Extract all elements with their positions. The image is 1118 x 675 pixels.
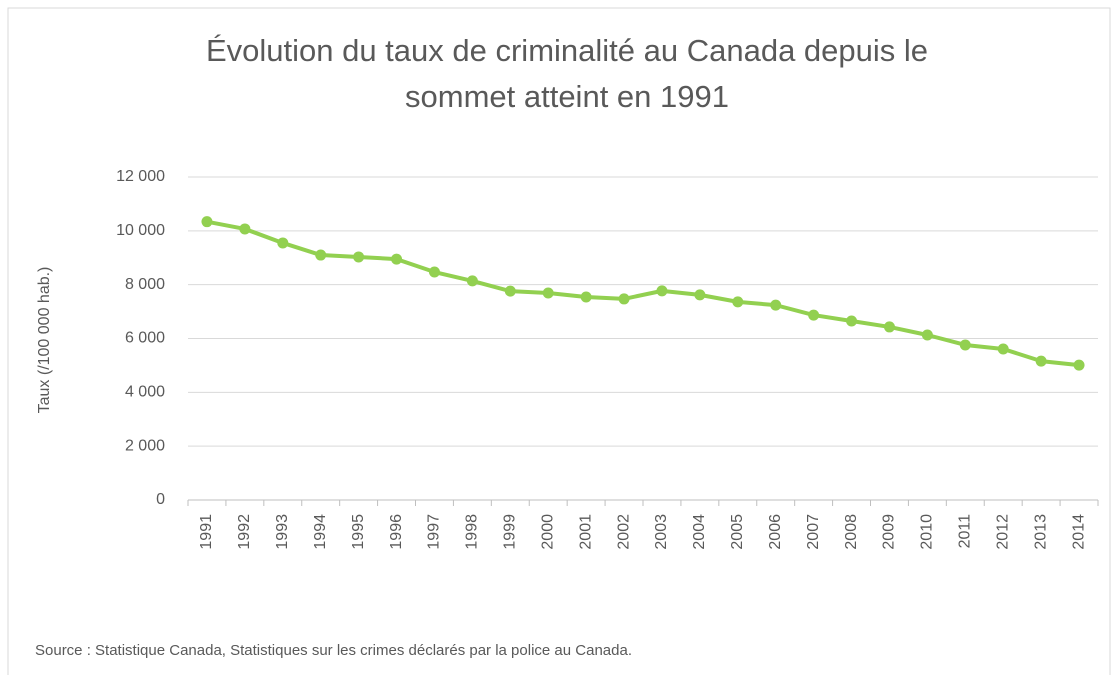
x-tick-label: 2006 (767, 514, 784, 550)
x-tick-label: 1993 (274, 514, 291, 550)
x-tick-label: 2008 (843, 514, 860, 550)
x-tick-label: 1998 (464, 514, 481, 550)
x-tick-label: 1997 (426, 514, 443, 550)
x-tick-label: 1999 (502, 514, 519, 550)
y-tick-label: 0 (156, 491, 165, 508)
y-tick-label: 4 000 (125, 384, 165, 401)
y-tick-label: 2 000 (125, 437, 165, 454)
y-tick-label: 8 000 (125, 276, 165, 293)
x-tick-label: 2010 (919, 514, 936, 550)
point (353, 251, 365, 263)
point (694, 289, 706, 301)
point (732, 296, 744, 308)
point (315, 249, 327, 261)
x-tick-label: 2001 (577, 514, 594, 550)
x-tick-label: 1991 (198, 514, 215, 550)
point (466, 275, 478, 287)
point (921, 329, 933, 341)
point (239, 223, 251, 235)
y-tick-label: 12 000 (116, 168, 165, 185)
point (770, 299, 782, 311)
point (580, 291, 592, 303)
chart-frame (7, 7, 1111, 675)
x-tick-label: 2003 (653, 514, 670, 550)
x-tick-label: 2013 (1032, 514, 1049, 550)
source: Source : Statistique Canada, Statistique… (35, 642, 632, 659)
point (428, 266, 440, 278)
point (618, 293, 630, 305)
y-tick-label: 6 000 (125, 330, 165, 347)
point (959, 339, 971, 351)
chart-title: Évolution du taux de criminalité au Cana… (205, 33, 929, 114)
point (277, 237, 289, 249)
x-tick-label: 2011 (957, 514, 974, 549)
point (391, 253, 403, 265)
point (846, 315, 858, 327)
x-tick-label: 1995 (350, 514, 367, 550)
y-axis-label: Taux (/100 000 hab.) (36, 267, 53, 414)
x-tick-label: 2004 (691, 514, 708, 550)
x-tick-label: 2007 (805, 514, 822, 550)
point (883, 321, 895, 333)
y-tick-label: 10 000 (116, 222, 165, 239)
x-tick-label: 2014 (1070, 514, 1087, 550)
x-tick-label: 1992 (236, 514, 253, 550)
point (1073, 359, 1085, 371)
x-tick-label: 2005 (729, 514, 746, 550)
point (504, 285, 516, 297)
x-tick-label: 2000 (539, 514, 556, 550)
point (542, 287, 554, 299)
point (201, 216, 213, 228)
x-tick-label: 1994 (312, 514, 329, 550)
series-line (206, 219, 1080, 368)
point (656, 285, 668, 297)
x-tick-label: 2012 (994, 514, 1011, 550)
x-tick-label: 2009 (881, 514, 898, 550)
point (997, 343, 1009, 355)
x-tick-label: 1996 (388, 514, 405, 550)
point (1035, 355, 1047, 367)
x-tick-label: 2002 (615, 514, 632, 550)
point (808, 309, 820, 321)
